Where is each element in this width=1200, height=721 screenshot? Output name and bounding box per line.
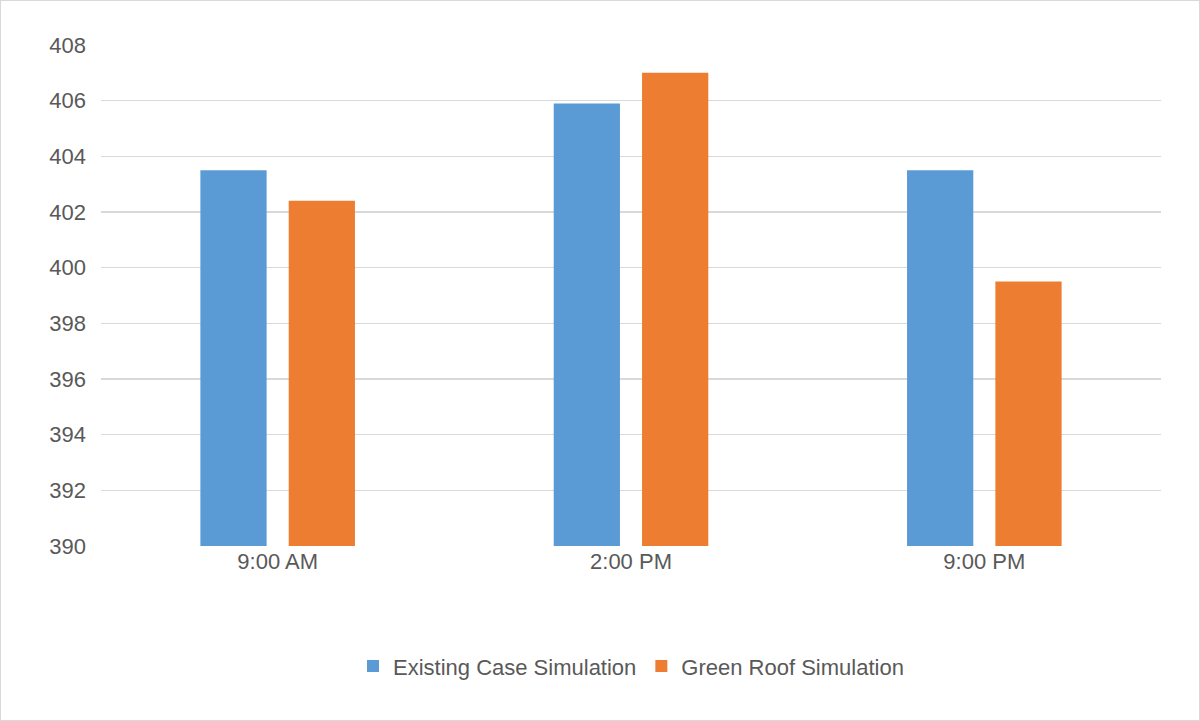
svg-text:394: 394 xyxy=(49,422,86,447)
svg-text:392: 392 xyxy=(49,478,86,503)
svg-text:Existing Case Simulation: Existing Case Simulation xyxy=(393,655,636,680)
svg-text:398: 398 xyxy=(49,311,86,336)
svg-text:408: 408 xyxy=(49,33,86,58)
svg-text:2:00 PM: 2:00 PM xyxy=(590,549,672,574)
svg-text:404: 404 xyxy=(49,144,86,169)
svg-text:396: 396 xyxy=(49,367,86,392)
svg-text:406: 406 xyxy=(49,88,86,113)
svg-text:9:00 AM: 9:00 AM xyxy=(237,549,318,574)
svg-text:400: 400 xyxy=(49,255,86,280)
svg-text:402: 402 xyxy=(49,200,86,225)
svg-text:9:00 PM: 9:00 PM xyxy=(943,549,1025,574)
svg-text:390: 390 xyxy=(49,534,86,559)
svg-text:Green Roof Simulation: Green Roof Simulation xyxy=(681,655,904,680)
